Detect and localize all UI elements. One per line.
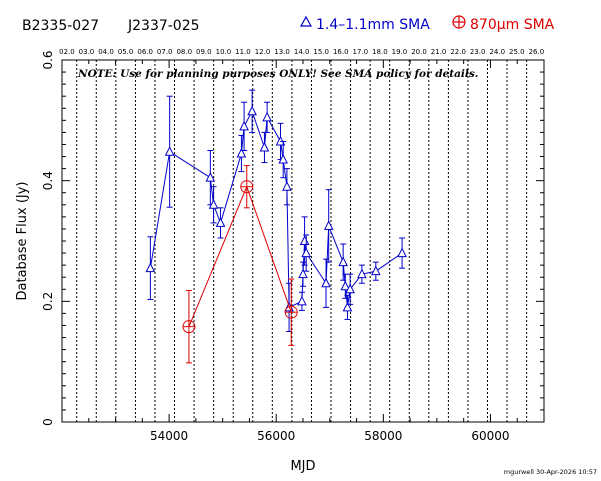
x-tick-label: 54000 [150, 429, 188, 443]
data-point-triangle [278, 153, 288, 164]
data-point-triangle [247, 105, 257, 116]
top-axis-label: 26.0 [529, 48, 545, 56]
y-tick-label: 0.6 [41, 50, 55, 69]
top-axis-label: 06.0 [137, 48, 153, 56]
top-axis-label: 03.0 [79, 48, 95, 56]
source-name-1: B2335-027 [22, 18, 99, 34]
x-tick-label: 58000 [364, 429, 402, 443]
top-axis-label: 23.0 [470, 48, 486, 56]
top-axis-label: 05.0 [118, 48, 134, 56]
data-point-triangle [239, 120, 249, 131]
x-axis-label: MJD [290, 459, 315, 474]
top-axis-label: 07.0 [157, 48, 173, 56]
y-axis-label: Database Flux (Jy) [15, 182, 30, 301]
data-point-triangle [262, 111, 272, 122]
data-point-triangle [282, 181, 292, 191]
data-point-triangle [164, 146, 175, 156]
y-tick-label: 0.2 [41, 292, 55, 311]
top-axis-label: 17.0 [353, 48, 369, 56]
legend-triangle-icon [299, 15, 313, 27]
series-line [188, 185, 292, 327]
top-axis-label: 22.0 [450, 48, 466, 56]
top-axis-label: 15.0 [313, 48, 329, 56]
data-series [145, 89, 407, 364]
data-point-triangle [345, 283, 355, 294]
x-tick-label: 56000 [257, 429, 295, 443]
data-point-triangle [371, 265, 381, 276]
top-axis-label: 11.0 [235, 48, 251, 56]
legend: 1.4–1.1mm SMA 870μm SMA [299, 15, 555, 33]
top-axis-label: 24.0 [489, 48, 505, 56]
data-point-triangle [323, 220, 334, 230]
top-axis-label: 12.0 [255, 48, 271, 56]
data-point-triangle [208, 199, 219, 209]
source-name-2: J2337-025 [127, 18, 200, 34]
data-point-triangle [215, 217, 226, 227]
series-1mm [145, 89, 407, 332]
footer-credit: mgurwell 30-Apr-2026 10:57 [504, 468, 597, 476]
y-tick-label: 0.4 [41, 171, 55, 190]
top-axis-label: 13.0 [274, 48, 290, 56]
x-tick-label: 60000 [471, 429, 509, 443]
data-point-triangle [298, 268, 308, 279]
top-axis-label: 16.0 [333, 48, 349, 56]
data-point-triangle [297, 295, 307, 306]
data-point-triangle [397, 247, 407, 258]
y-axis-ticks: 0 0.2 0.4 0.6 [41, 50, 544, 426]
data-point-triangle [338, 256, 348, 267]
top-axis-label: 02.0 [59, 48, 75, 56]
data-point-triangle [340, 280, 351, 291]
data-point-triangle [205, 172, 216, 182]
top-axis-label: 25.0 [509, 48, 525, 56]
top-axis-label: 09.0 [196, 48, 212, 56]
data-point-triangle [236, 147, 247, 158]
top-axis-label: 08.0 [176, 48, 192, 56]
series-870um [182, 165, 298, 364]
data-point-triangle [299, 235, 310, 245]
data-point-triangle [321, 277, 331, 288]
top-axis-label: 10.0 [216, 48, 232, 56]
data-point-triangle [145, 262, 156, 273]
year-marker-lines [76, 60, 528, 422]
top-axis-label: 14.0 [294, 48, 310, 56]
legend-label-870: 870μm SMA [470, 17, 555, 33]
data-point-triangle [259, 141, 270, 152]
top-axis-label: 20.0 [411, 48, 427, 56]
data-point-triangle [301, 247, 312, 258]
top-axis-label: 04.0 [98, 48, 114, 56]
data-point-triangle [357, 268, 367, 279]
top-axis-labels: 02.0 03.0 04.0 05.0 06.0 07.0 08.0 09.0 10.0 11.0… [59, 48, 544, 56]
legend-label-1mm: 1.4–1.1mm SMA [316, 17, 430, 33]
x-axis-ticks: 54000 56000 58000 60000 [61, 60, 545, 443]
top-axis-label: 19.0 [392, 48, 408, 56]
top-axis-label: 21.0 [431, 48, 447, 56]
y-tick-label: 0 [41, 418, 55, 426]
data-point-triangle [342, 301, 353, 312]
planning-note: NOTE: Use for planning purposes ONLY! Se… [77, 68, 478, 80]
top-axis-label: 18.0 [372, 48, 388, 56]
